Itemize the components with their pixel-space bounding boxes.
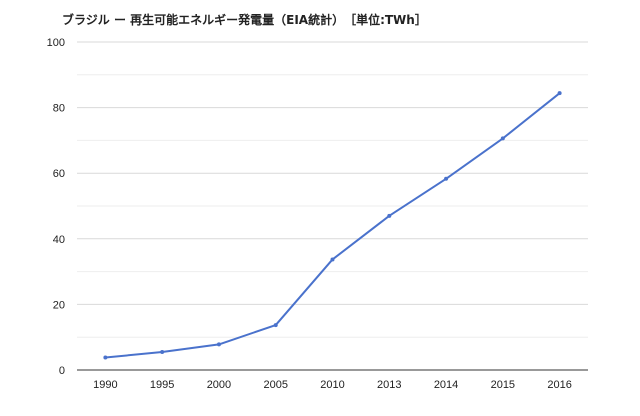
y-tick-label: 80 xyxy=(53,103,65,115)
y-tick-label: 40 xyxy=(53,234,65,246)
y-tick-label: 100 xyxy=(47,37,65,49)
data-point xyxy=(160,349,165,354)
data-point xyxy=(500,136,505,141)
data-point xyxy=(330,257,335,262)
x-tick-label: 2015 xyxy=(491,379,515,391)
y-tick-label: 60 xyxy=(53,168,65,180)
data-point xyxy=(557,91,562,96)
data-point xyxy=(216,342,221,347)
x-tick-label: 1995 xyxy=(150,379,174,391)
x-tick-label: 2000 xyxy=(207,379,231,391)
x-tick-label: 2014 xyxy=(434,379,458,391)
data-point xyxy=(273,323,278,328)
x-tick-label: 2016 xyxy=(547,379,571,391)
data-point xyxy=(444,176,449,181)
y-tick-label: 0 xyxy=(59,365,65,377)
x-tick-label: 2005 xyxy=(263,379,287,391)
x-tick-label: 2013 xyxy=(377,379,401,391)
chart-title: ブラジル ー 再生可能エネルギー発電量（EIA統計） ［単位:TWh］ xyxy=(62,13,427,27)
data-point xyxy=(387,213,392,218)
data-point xyxy=(103,355,108,360)
x-tick-label: 1990 xyxy=(93,379,117,391)
y-tick-label: 20 xyxy=(53,299,65,311)
x-tick-label: 2010 xyxy=(320,379,344,391)
series-line xyxy=(104,92,561,359)
